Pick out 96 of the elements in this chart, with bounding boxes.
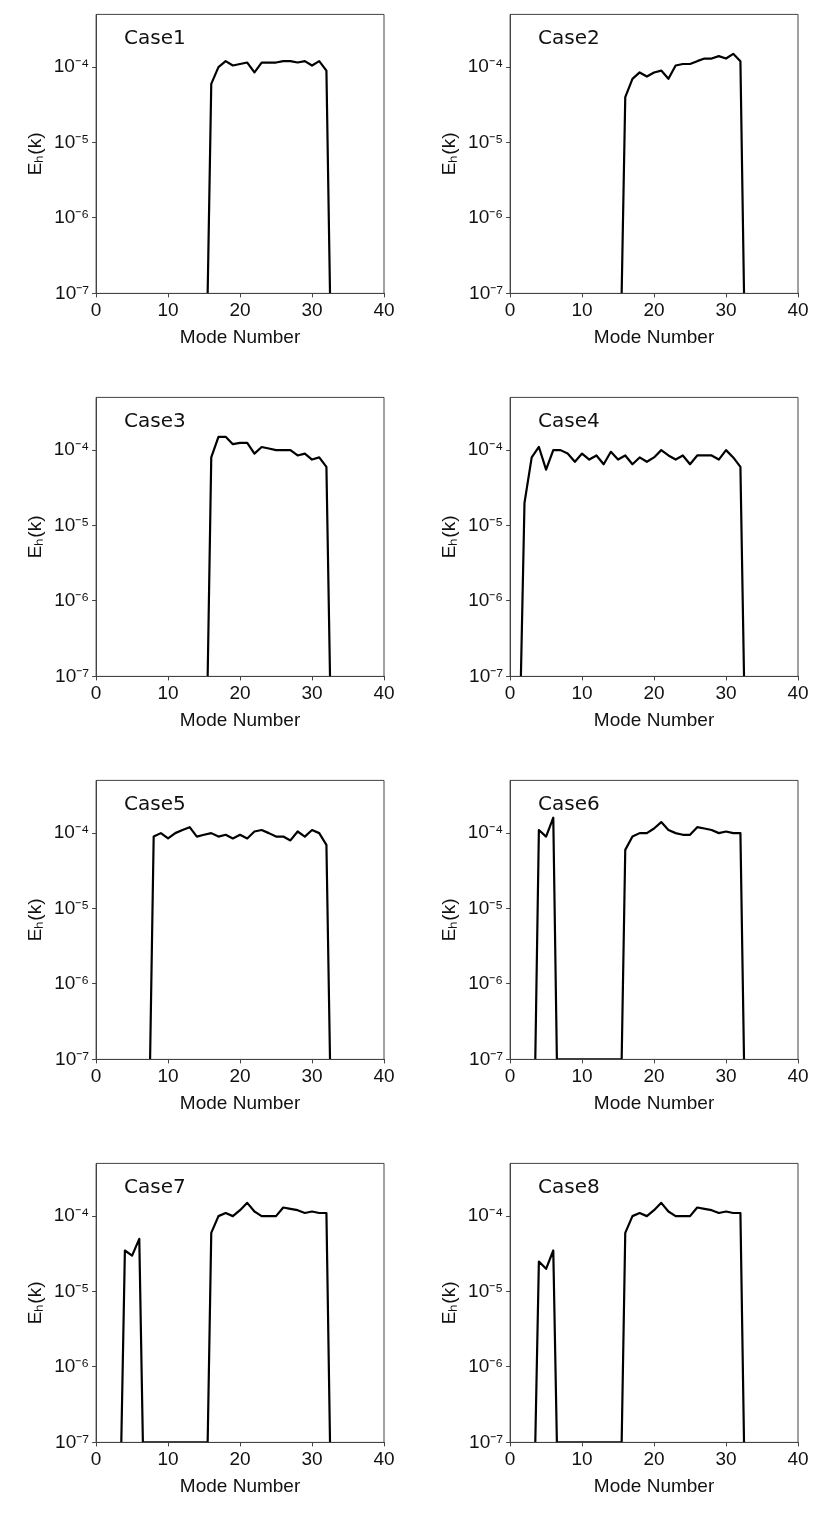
- text: Case7: [124, 1173, 186, 1198]
- x-tick-label: 40: [373, 299, 395, 321]
- x-tick-label: 30: [301, 682, 323, 704]
- x-axis-title: Mode Number: [179, 325, 301, 347]
- y-axis-title: Eₕ(k): [23, 515, 45, 559]
- x-tick-label: 10: [571, 1448, 593, 1470]
- x-tick-label: 20: [229, 1065, 251, 1087]
- x-tick-label: 20: [229, 682, 251, 704]
- y-tick-label: 10⁻⁴: [53, 55, 90, 77]
- x-axis-title: Mode Number: [179, 1091, 301, 1113]
- x-axis-title: Mode Number: [593, 708, 715, 730]
- y-tick-label: 10⁻⁴: [467, 438, 504, 460]
- x-tick-label: 30: [715, 1065, 737, 1087]
- text: Case2: [538, 24, 600, 49]
- y-tick-label: 10⁻⁶: [468, 206, 504, 228]
- text: Case5: [124, 790, 186, 815]
- x-tick-label: 40: [373, 1448, 395, 1470]
- y-tick-label: 10⁻⁷: [55, 664, 90, 686]
- y-tick-label: 10⁻⁷: [469, 664, 504, 686]
- y-tick-label: 10⁻⁵: [54, 1279, 90, 1301]
- y-axis-title: Eₕ(k): [437, 898, 459, 942]
- x-tick-label: 40: [373, 1065, 395, 1087]
- x-tick-label: 0: [90, 1448, 102, 1470]
- x-tick-label: 0: [504, 1065, 516, 1087]
- x-axis-title: Mode Number: [593, 1091, 715, 1113]
- y-tick-label: 10⁻⁶: [468, 589, 504, 611]
- x-tick-label: 30: [715, 1448, 737, 1470]
- y-tick-label: 10⁻⁶: [54, 972, 90, 994]
- x-axis-title: Mode Number: [179, 1474, 301, 1496]
- x-axis-title: Mode Number: [593, 1474, 715, 1496]
- x-tick-label: 10: [571, 299, 593, 321]
- y-tick-label: 10⁻⁵: [54, 896, 90, 918]
- y-tick-label: 10⁻⁴: [53, 438, 90, 460]
- y-axis-title: Eₕ(k): [23, 132, 45, 176]
- y-tick-label: 10⁻⁷: [55, 281, 90, 303]
- x-tick-label: 0: [90, 299, 102, 321]
- x-tick-label: 0: [90, 682, 102, 704]
- text: Case4: [538, 407, 600, 432]
- y-tick-label: 10⁻⁵: [468, 1279, 504, 1301]
- x-tick-label: 30: [301, 1448, 323, 1470]
- y-tick-label: 10⁻⁴: [53, 1204, 90, 1226]
- x-tick-label: 30: [301, 1065, 323, 1087]
- y-axis-title: Eₕ(k): [23, 898, 45, 942]
- x-tick-label: 0: [504, 1448, 516, 1470]
- y-tick-label: 10⁻⁶: [54, 206, 90, 228]
- text: Case6: [538, 790, 600, 815]
- x-tick-label: 20: [229, 299, 251, 321]
- x-tick-label: 20: [229, 1448, 251, 1470]
- y-tick-label: 10⁻⁵: [468, 896, 504, 918]
- x-tick-label: 40: [787, 682, 809, 704]
- y-axis-title: Eₕ(k): [437, 132, 459, 176]
- y-tick-label: 10⁻⁴: [53, 821, 90, 843]
- x-tick-label: 20: [643, 1065, 665, 1087]
- x-tick-label: 0: [504, 682, 516, 704]
- text: Case3: [124, 407, 186, 432]
- y-axis-title: Eₕ(k): [437, 1281, 459, 1325]
- x-tick-label: 30: [715, 299, 737, 321]
- x-tick-label: 30: [715, 682, 737, 704]
- x-tick-label: 40: [787, 1065, 809, 1087]
- y-tick-label: 10⁻⁷: [469, 1430, 504, 1452]
- x-tick-label: 20: [643, 682, 665, 704]
- x-tick-label: 0: [504, 299, 516, 321]
- text: Case8: [538, 1173, 600, 1198]
- y-tick-label: 10⁻⁷: [469, 1047, 504, 1069]
- y-tick-label: 10⁻⁵: [468, 513, 504, 535]
- y-tick-label: 10⁻⁷: [55, 1047, 90, 1069]
- y-tick-label: 10⁻⁵: [54, 513, 90, 535]
- x-tick-label: 10: [157, 1065, 179, 1087]
- y-axis-title: Eₕ(k): [437, 515, 459, 559]
- y-tick-label: 10⁻⁶: [468, 972, 504, 994]
- y-tick-label: 10⁻⁶: [54, 1355, 90, 1377]
- x-tick-label: 40: [373, 682, 395, 704]
- x-tick-label: 10: [571, 682, 593, 704]
- x-axis-title: Mode Number: [179, 708, 301, 730]
- y-tick-label: 10⁻⁵: [54, 130, 90, 152]
- y-tick-label: 10⁻⁶: [468, 1355, 504, 1377]
- y-tick-label: 10⁻⁵: [468, 130, 504, 152]
- x-tick-label: 40: [787, 299, 809, 321]
- y-tick-label: 10⁻⁴: [467, 55, 504, 77]
- y-axis-title: Eₕ(k): [23, 1281, 45, 1325]
- x-tick-label: 10: [157, 1448, 179, 1470]
- x-tick-label: 40: [787, 1448, 809, 1470]
- text: Case1: [124, 24, 186, 49]
- y-tick-label: 10⁻⁴: [467, 821, 504, 843]
- x-tick-label: 10: [157, 299, 179, 321]
- x-tick-label: 10: [571, 1065, 593, 1087]
- x-tick-label: 20: [643, 299, 665, 321]
- x-tick-label: 30: [301, 299, 323, 321]
- x-axis-title: Mode Number: [593, 325, 715, 347]
- x-tick-label: 0: [90, 1065, 102, 1087]
- y-tick-label: 10⁻⁶: [54, 589, 90, 611]
- y-tick-label: 10⁻⁷: [55, 1430, 90, 1452]
- y-tick-label: 10⁻⁴: [467, 1204, 504, 1226]
- x-tick-label: 10: [157, 682, 179, 704]
- x-tick-label: 20: [643, 1448, 665, 1470]
- y-tick-label: 10⁻⁷: [469, 281, 504, 303]
